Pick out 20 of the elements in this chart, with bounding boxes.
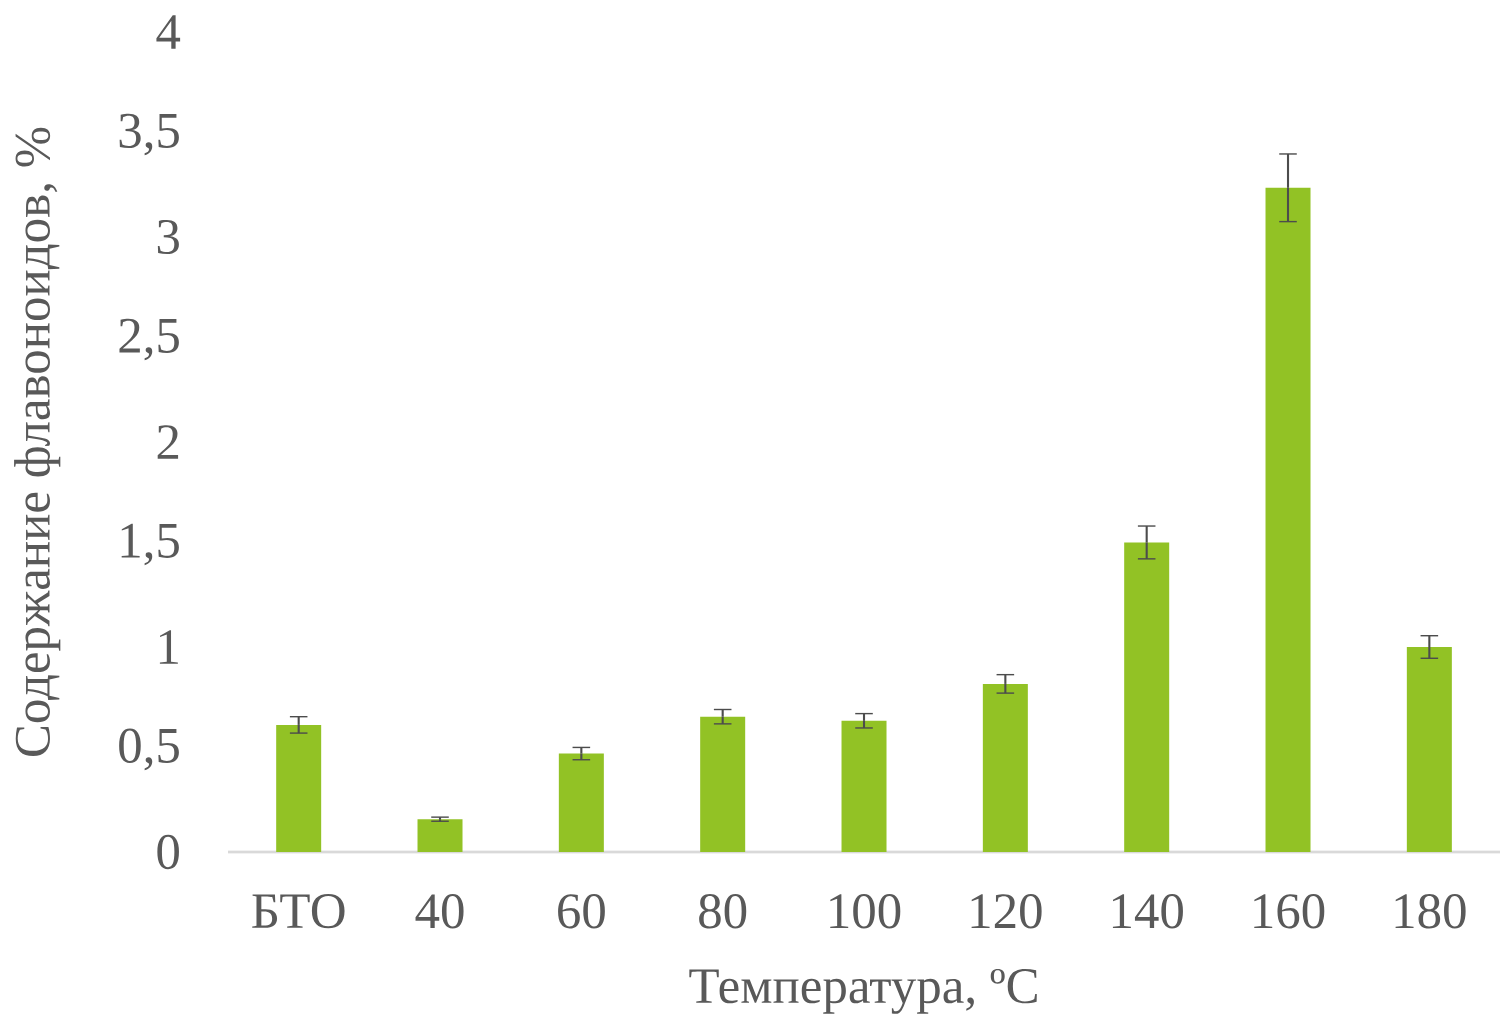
x-axis-title: Температура, ºC (689, 968, 1037, 1014)
y-axis-title: Содержание флавоноидов, % (14, 127, 61, 756)
x-tick-label: 100 (830, 894, 901, 929)
y-tick-label: 0,5 (119, 728, 179, 771)
x-tick-label: 160 (1254, 894, 1325, 929)
y-tick-label: 4 (156, 15, 181, 49)
x-tick-label: 180 (1395, 894, 1466, 929)
y-tick-label: 1,5 (121, 523, 179, 566)
x-tick-label: 60 (558, 894, 605, 929)
y-tick-label: 1 (159, 630, 178, 664)
x-tick-label: 140 (1112, 894, 1183, 929)
y-tick-label: 3,5 (119, 113, 179, 156)
y-tick-label: 3 (157, 219, 179, 255)
y-tick-label: 2,5 (119, 318, 179, 361)
y-tick-label: 0 (157, 834, 179, 870)
x-tick-label: 80 (699, 894, 747, 929)
x-tick-label: БТО (252, 894, 345, 929)
y-tick-label: 2 (157, 425, 179, 459)
x-tick-label: 40 (415, 894, 464, 929)
x-tick-label: 120 (971, 894, 1042, 929)
